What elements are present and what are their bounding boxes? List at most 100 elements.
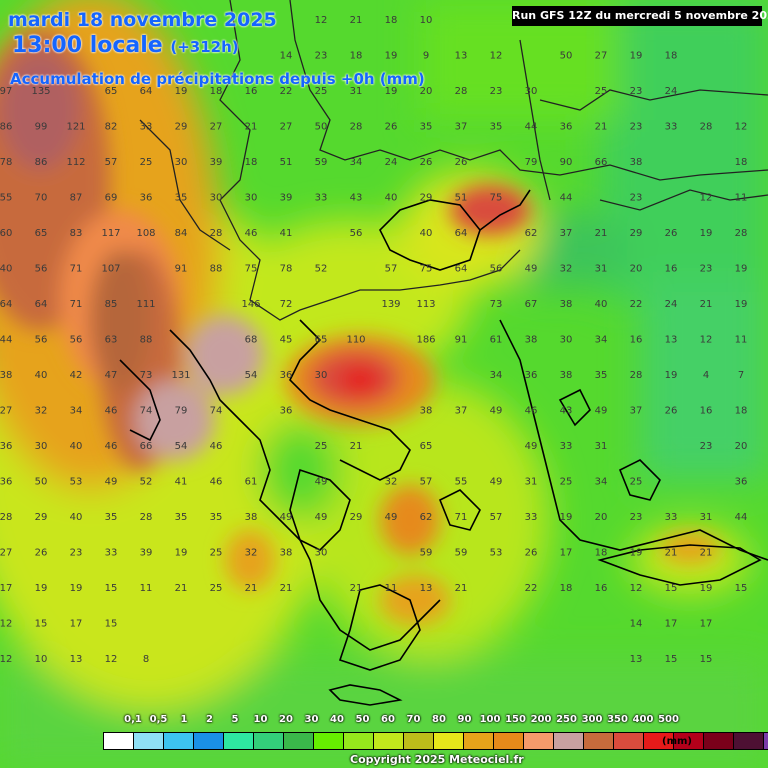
legend-tick: 20 — [279, 714, 293, 725]
grid-value: 40 — [595, 299, 608, 310]
grid-value: 12 — [0, 654, 12, 665]
grid-value: 38 — [560, 370, 573, 381]
grid-value: 21 — [455, 583, 468, 594]
legend-swatch — [674, 733, 704, 749]
grid-value: 35 — [175, 193, 188, 204]
grid-value: 59 — [420, 548, 433, 559]
grid-value: 29 — [175, 122, 188, 133]
grid-value: 32 — [560, 264, 573, 275]
grid-value: 21 — [245, 583, 258, 594]
grid-value: 38 — [630, 157, 643, 168]
grid-value: 8 — [143, 654, 149, 665]
grid-value: 71 — [70, 264, 83, 275]
grid-value: 34 — [350, 157, 363, 168]
grid-value: 70 — [35, 193, 48, 204]
grid-value: 27 — [0, 406, 12, 417]
legend-swatch — [224, 733, 254, 749]
grid-value: 86 — [35, 157, 48, 168]
grid-value: 36 — [735, 477, 748, 488]
grid-value: 54 — [245, 370, 258, 381]
grid-value: 10 — [35, 654, 48, 665]
grid-value: 91 — [175, 264, 188, 275]
grid-value: 38 — [0, 370, 12, 381]
grid-value: 44 — [0, 335, 12, 346]
grid-value: 49 — [525, 441, 538, 452]
grid-value: 53 — [70, 477, 83, 488]
grid-value: 40 — [0, 264, 12, 275]
grid-value: 64 — [455, 228, 468, 239]
grid-value: 34 — [595, 335, 608, 346]
legend-swatch — [464, 733, 494, 749]
grid-value: 61 — [490, 335, 503, 346]
grid-value: 12 — [315, 15, 328, 26]
grid-value: 23 — [630, 512, 643, 523]
grid-value: 13 — [70, 654, 83, 665]
grid-value: 23 — [630, 86, 643, 97]
grid-value: 74 — [210, 406, 223, 417]
grid-value: 61 — [245, 477, 258, 488]
grid-value: 36 — [0, 477, 12, 488]
grid-value: 40 — [70, 512, 83, 523]
grid-value: 18 — [735, 406, 748, 417]
grid-value: 38 — [280, 548, 293, 559]
grid-value: 19 — [175, 86, 188, 97]
grid-value: 37 — [455, 406, 468, 417]
grid-value: 32 — [245, 548, 258, 559]
grid-value: 34 — [70, 406, 83, 417]
grid-value: 19 — [70, 583, 83, 594]
legend-tick: 500 — [658, 714, 679, 725]
grid-value: 50 — [560, 51, 573, 62]
legend-tick: 400 — [632, 714, 654, 725]
legend-tick: 1 — [180, 714, 188, 725]
grid-value: 90 — [560, 157, 573, 168]
grid-value: 4 — [703, 370, 709, 381]
grid-value: 11 — [385, 583, 398, 594]
grid-value: 33 — [665, 512, 678, 523]
legend-unit: (mm) — [662, 736, 692, 747]
grid-value: 65 — [420, 441, 433, 452]
grid-value: 49 — [490, 406, 503, 417]
grid-value: 17 — [700, 619, 713, 630]
grid-value: 42 — [70, 370, 83, 381]
legend-swatch — [734, 733, 764, 749]
grid-value: 15 — [735, 583, 748, 594]
legend-tick: 50 — [355, 714, 370, 725]
grid-value: 35 — [595, 370, 608, 381]
grid-value: 14 — [280, 51, 293, 62]
grid-value: 57 — [420, 477, 433, 488]
legend-tick: 100 — [479, 714, 501, 725]
grid-value: 25 — [315, 86, 328, 97]
grid-value: 19 — [175, 548, 188, 559]
grid-value: 35 — [175, 512, 188, 523]
grid-value: 26 — [385, 122, 398, 133]
grid-value: 43 — [350, 193, 363, 204]
grid-value: 13 — [630, 654, 643, 665]
legend-tick: 5 — [231, 714, 239, 725]
grid-value: 26 — [420, 157, 433, 168]
grid-value: 35 — [105, 512, 118, 523]
grid-value: 35 — [420, 122, 433, 133]
grid-value: 65 — [35, 228, 48, 239]
grid-value: 25 — [140, 157, 153, 168]
grid-value: 12 — [0, 619, 12, 630]
grid-value: 72 — [280, 299, 293, 310]
legend-tick: 40 — [330, 714, 344, 725]
grid-value: 18 — [665, 51, 678, 62]
legend-tick: 300 — [581, 714, 603, 725]
grid-value: 19 — [700, 228, 713, 239]
grid-value: 25 — [560, 477, 573, 488]
grid-value: 28 — [140, 512, 153, 523]
grid-value: 12 — [700, 335, 713, 346]
grid-value: 19 — [700, 583, 713, 594]
legend-tick: 60 — [381, 714, 395, 725]
grid-value: 13 — [455, 51, 468, 62]
copyright-text: Copyright 2025 Meteociel.fr — [350, 753, 524, 766]
grid-value: 39 — [140, 548, 153, 559]
legend-swatch — [644, 733, 674, 749]
grid-value: 64 — [35, 299, 48, 310]
grid-value: 29 — [420, 193, 433, 204]
grid-value: 78 — [280, 264, 293, 275]
grid-value: 40 — [35, 370, 48, 381]
grid-value: 75 — [490, 193, 503, 204]
grid-value: 44 — [525, 122, 538, 133]
